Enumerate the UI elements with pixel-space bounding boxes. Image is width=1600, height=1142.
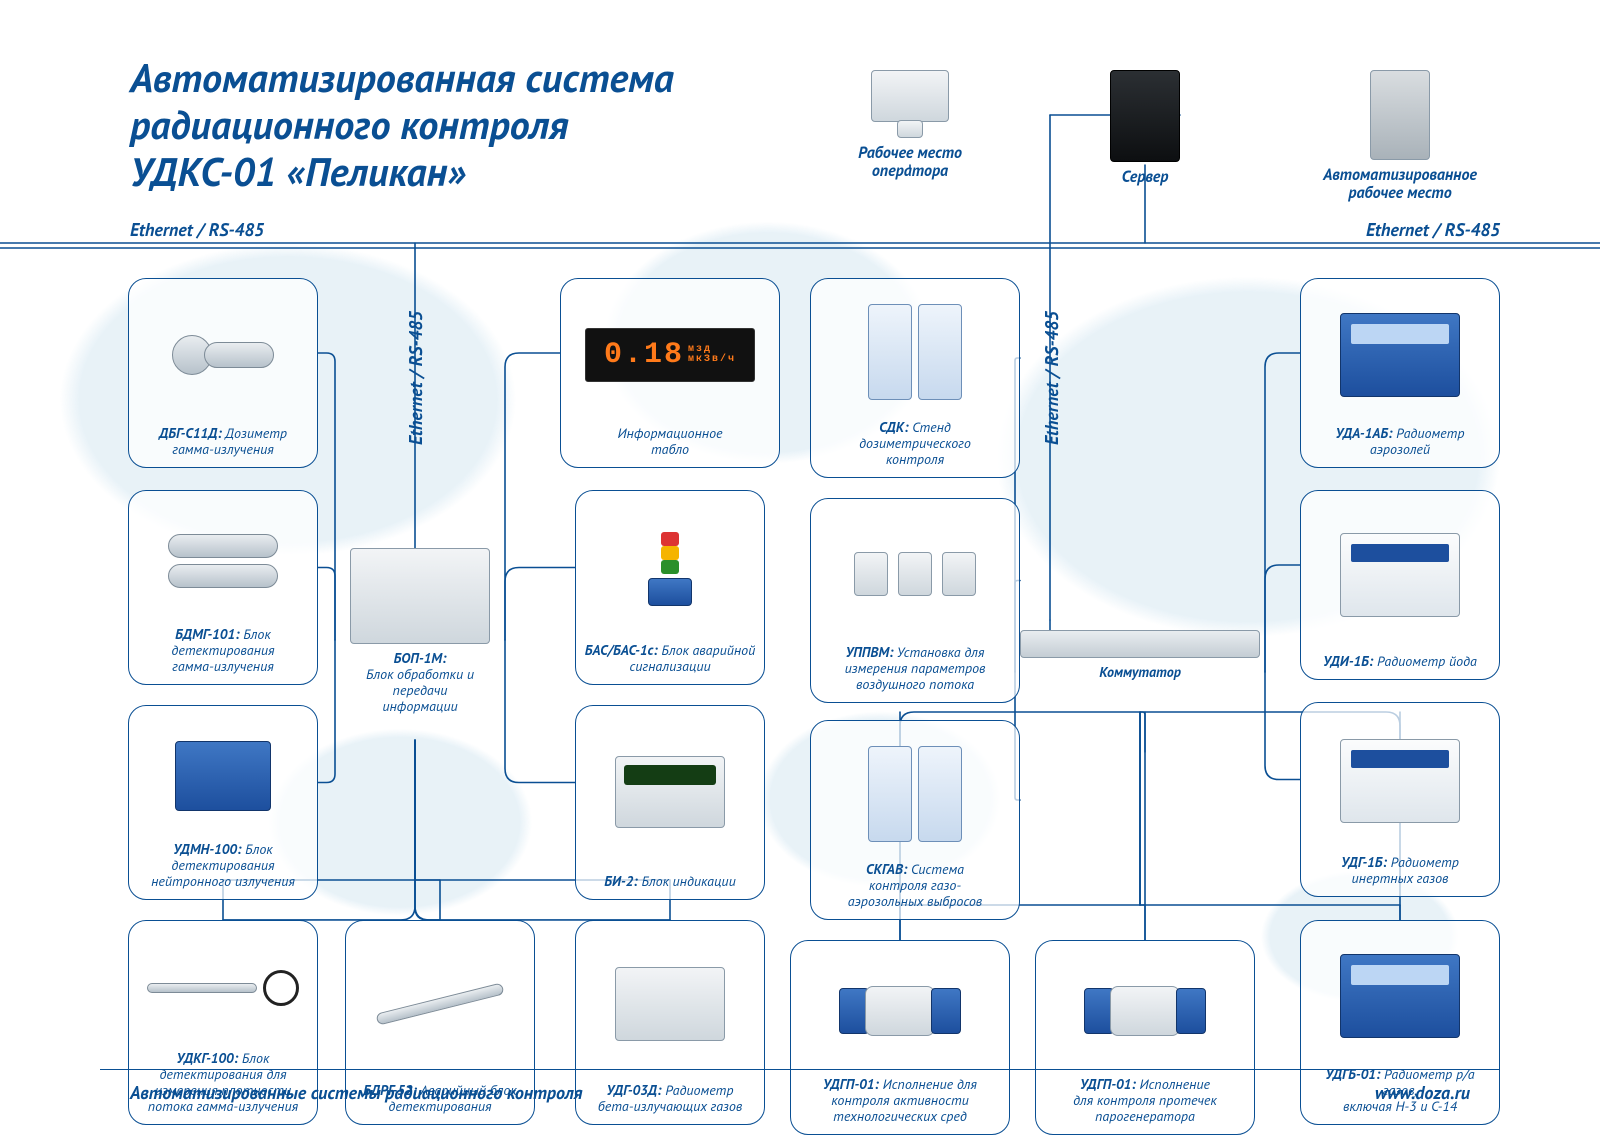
card-skgav: СКГАВ: Системаконтроля газо-аэрозольных …	[810, 720, 1020, 920]
sensor-set-icon	[854, 552, 976, 596]
page-title: Автоматизированная система радиационного…	[130, 55, 674, 197]
footer-rule	[100, 1069, 1500, 1070]
infra-label: Сервер	[1070, 168, 1220, 186]
card-caption: Информационноетабло	[617, 425, 722, 457]
kiosk-icon	[1370, 70, 1430, 160]
card-uda-1ab: УДА-1АБ: Радиометр аэрозолей	[1300, 278, 1500, 468]
title-line3: УДКС-01 «Пеликан»	[130, 146, 466, 198]
title-line1: Автоматизированная система	[130, 52, 674, 104]
infra-label: Рабочее местооператора	[825, 144, 995, 181]
hub-bop: БОП-1М:Блок обработки ипередачиинформаци…	[330, 548, 510, 714]
hub-label: Коммутатор	[1010, 664, 1270, 680]
infra-workstation: Рабочее местооператора	[825, 70, 995, 181]
infra-arm: Автоматизированноерабочее место	[1300, 70, 1500, 203]
card-udg-1b: УДГ-1Б: Радиометринертных газов	[1300, 702, 1500, 897]
card-bdmg-101: БДМГ-101: Блокдетектированиягамма-излуче…	[128, 490, 318, 685]
cylinder-probe-icon	[172, 335, 274, 375]
white-instrument-icon	[1340, 533, 1460, 617]
hub-switch: Коммутатор	[1010, 630, 1270, 680]
grey-case-icon	[615, 967, 725, 1041]
bus-label-v2: Ethernet / RS-485	[1040, 311, 1063, 445]
card-udgp-01b: УДГП-01: Исполнениедля контроля протечек…	[1035, 940, 1255, 1135]
bop-unit-icon	[350, 548, 490, 644]
blue-instrument-icon	[1340, 313, 1460, 397]
card-uppvm: УППВМ: Установка дляизмерения параметров…	[810, 498, 1020, 703]
signal-tower-icon	[648, 532, 692, 606]
server-icon	[1110, 70, 1180, 162]
infra-server: Сервер	[1070, 70, 1220, 186]
footer-right: www.doza.ru	[1375, 1081, 1470, 1104]
white-instrument-icon	[1340, 739, 1460, 823]
card-caption: БАС/БАС-1с: Блок аварийнойсигнализации	[585, 642, 756, 674]
probe-coil-icon	[147, 970, 299, 1006]
card-caption: УДГ-1Б: Радиометринертных газов	[1341, 854, 1459, 886]
infra-label: Автоматизированноерабочее место	[1300, 166, 1500, 203]
card-sdk: СДК: Стенддозиметрическогоконтроля	[810, 278, 1020, 478]
indicator-icon	[615, 756, 725, 828]
bus-label-h-left: Ethernet / RS-485	[130, 218, 264, 241]
card-dbg-s11d: ДБГ-С11Д: Дозиметргамма-излучения	[128, 278, 318, 468]
card-caption: БДМГ-101: Блокдетектированиягамма-излуче…	[171, 626, 274, 674]
bus-label-v1: Ethernet / RS-485	[404, 311, 427, 445]
blue-drum-icon	[839, 986, 961, 1036]
card-bi-2: БИ-2: Блок индикации	[575, 705, 765, 900]
card-caption: БИ-2: Блок индикации	[604, 873, 735, 889]
card-udmn-100: УДМН-100: Блокдетектированиянейтронного …	[128, 705, 318, 900]
card-caption: УДМН-100: Блокдетектированиянейтронного …	[151, 841, 295, 889]
card-caption: УППВМ: Установка дляизмерения параметров…	[845, 644, 986, 692]
title-line2: радиационного контроля	[130, 99, 568, 151]
card-caption: УДА-1АБ: Радиометр аэрозолей	[1309, 425, 1491, 457]
card-caption: СДК: Стенддозиметрическогоконтроля	[859, 419, 971, 467]
rack-icon	[868, 746, 962, 842]
card-caption: УДИ-1Б: Радиометр йода	[1323, 653, 1477, 669]
switch-icon	[1020, 630, 1260, 658]
card-caption: ДБГ-С11Д: Дозиметргамма-излучения	[159, 425, 287, 457]
blue-instrument-icon	[1340, 954, 1460, 1038]
footer-left: Автоматизированные системы радиационного…	[130, 1081, 582, 1104]
blue-drum2-icon	[1084, 986, 1206, 1036]
card-caption: СКГАВ: Системаконтроля газо-аэрозольных …	[848, 861, 982, 909]
card-bas: БАС/БАС-1с: Блок аварийнойсигнализации	[575, 490, 765, 685]
led-panel-icon: 0.18мздмкЗв/ч	[585, 328, 755, 382]
card-info-panel: 0.18мздмкЗв/ч Информационноетабло	[560, 278, 780, 468]
blue-box-icon	[175, 741, 271, 811]
bus-label-h-right: Ethernet / RS-485	[1366, 218, 1500, 241]
card-udi-1b: УДИ-1Б: Радиометр йода	[1300, 490, 1500, 680]
hub-label: БОП-1М:Блок обработки ипередачиинформаци…	[330, 650, 510, 714]
rod-probe-icon	[375, 998, 505, 1010]
rack-icon	[868, 304, 962, 400]
card-udgp-01a: УДГП-01: Исполнение дляконтроля активнос…	[790, 940, 1010, 1135]
twin-cyl-icon	[168, 534, 278, 588]
monitor-icon	[871, 70, 949, 138]
